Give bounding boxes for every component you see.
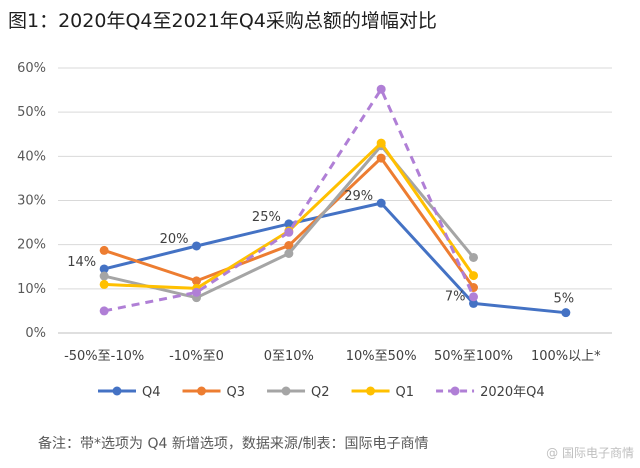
data-label: 29% — [344, 189, 373, 204]
legend-item: Q2 — [267, 385, 330, 400]
y-tick-label: 20% — [17, 238, 46, 253]
y-tick-label: 40% — [17, 149, 46, 164]
legend-label: Q2 — [311, 385, 330, 400]
data-point — [99, 279, 109, 289]
data-point — [376, 153, 386, 163]
x-category-label: -10%至0 — [169, 349, 224, 364]
data-point — [376, 138, 386, 148]
x-category-label: -50%至-10% — [64, 349, 144, 364]
series-line — [104, 141, 475, 290]
chart-title: 图1：2020年Q4至2021年Q4采购总额的增幅对比 — [8, 10, 437, 32]
data-label: 25% — [252, 210, 281, 225]
y-tick-label: 50% — [17, 105, 46, 120]
data-point — [99, 264, 109, 274]
data-point — [469, 252, 478, 262]
data-point — [469, 298, 478, 308]
data-point — [376, 84, 386, 94]
legend-item: Q4 — [98, 385, 161, 400]
data-point — [469, 292, 478, 302]
data-point — [192, 287, 201, 297]
series-lines — [99, 84, 571, 318]
data-label: 5% — [554, 292, 575, 307]
data-point — [284, 249, 294, 258]
legend-item: Q3 — [182, 385, 246, 400]
x-category-label: 0至10% — [264, 349, 314, 364]
legend-label: Q4 — [142, 385, 161, 400]
x-category-label: 100%以上* — [531, 349, 601, 364]
data-label: 14% — [67, 255, 96, 270]
x-category-label: 50%至100% — [434, 349, 513, 364]
data-point — [192, 241, 201, 251]
series-line — [103, 201, 566, 315]
legend-label: 2020年Q4 — [480, 385, 545, 400]
data-point — [561, 308, 571, 318]
legend-swatch-marker — [112, 386, 122, 396]
y-tick-label: 60% — [17, 61, 46, 76]
data-point — [99, 271, 109, 281]
series-2020年Q4 — [99, 84, 478, 316]
data-point — [99, 245, 109, 255]
y-tick-label: 10% — [17, 282, 46, 297]
watermark: @ 国际电子商情 — [546, 446, 634, 460]
footer-note: 备注：带*选项为 Q4 新增选项，数据来源/制表：国际电子商情 — [38, 436, 429, 452]
legend-label: Q1 — [396, 385, 415, 400]
legend-swatch-marker — [450, 386, 460, 396]
data-point — [99, 306, 109, 316]
data-label: 20% — [160, 232, 189, 247]
y-axis-ticks: 0% 10% 20% 30% 40% 50% 60% — [17, 61, 46, 341]
x-category-label: 10%至50% — [346, 349, 417, 364]
legend-item: 2020年Q4 — [436, 385, 545, 400]
data-point — [284, 227, 294, 237]
data-label: 7% — [445, 289, 466, 304]
legend-label: Q3 — [227, 385, 246, 400]
legend-item: Q1 — [351, 385, 415, 400]
x-axis-categories: -50%至-10% -10%至0 0至10% 10%至50% 50%至100% 100%以… — [64, 349, 601, 364]
data-labels: 14% 20% 25% 29% 7% 5% — [67, 189, 574, 307]
legend-swatch-marker — [197, 386, 207, 396]
data-point — [284, 241, 294, 251]
series-Q4 — [99, 198, 571, 318]
data-point — [192, 276, 201, 286]
legend-swatch-marker — [366, 386, 376, 396]
legend-swatch-marker — [281, 386, 291, 396]
data-point — [376, 198, 386, 208]
series-Q3 — [99, 153, 478, 293]
legend: Q4 Q3 Q2 Q1 2020年Q4 — [98, 385, 545, 400]
y-tick-label: 0% — [25, 326, 46, 341]
series-line — [103, 87, 475, 313]
y-tick-label: 30% — [17, 194, 46, 209]
data-point — [469, 271, 478, 281]
